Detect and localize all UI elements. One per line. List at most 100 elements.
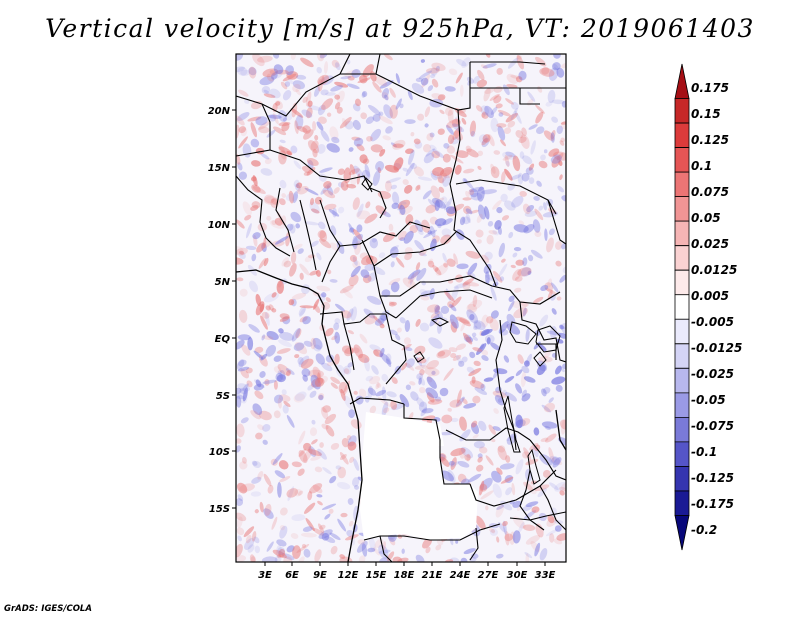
field-blob [245,534,252,544]
field-blob [337,466,347,479]
field-blob [525,535,541,545]
field-blob [296,74,307,80]
field-blob [279,179,287,189]
field-blob [484,206,490,220]
field-blob [253,379,265,388]
field-blob [470,130,476,138]
field-blob [470,422,480,435]
field-blob [430,74,436,79]
field-blob [303,447,313,462]
field-blob [301,543,307,549]
field-blob [547,289,553,300]
field-blob [271,198,279,206]
field-blob [496,467,503,475]
field-blob [510,101,519,110]
field-blob [437,350,446,357]
field-blob [375,161,385,172]
field-blob [326,143,340,153]
field-blob [376,383,382,388]
field-blob [336,482,351,490]
field-blob [284,111,293,121]
field-blob [434,200,440,212]
field-blob [382,541,386,551]
field-blob [335,303,346,312]
field-blob [420,407,428,417]
field-blob [415,184,421,191]
field-blob [264,503,272,516]
field-blob [497,397,504,403]
field-blob [473,325,478,330]
field-blob [369,238,379,249]
field-blob [465,250,481,259]
field-blob [517,172,524,185]
field-blob [269,114,277,122]
field-blob [381,401,389,417]
field-blob [418,377,422,385]
field-blob [417,176,433,181]
field-blob [505,455,511,463]
field-blob [493,150,501,155]
field-blob [244,99,250,104]
field-blob [472,295,478,307]
field-blob [290,533,299,539]
field-blob [266,215,272,221]
field-blob [521,393,531,402]
field-blob [340,388,346,401]
field-blob [468,189,475,196]
colorbar-swatch [674,343,690,369]
field-blob [502,155,513,161]
field-blob [483,263,492,274]
field-blob [507,57,519,69]
field-blob [459,416,467,431]
field-blob [323,203,337,210]
field-blob [289,223,296,234]
field-blob [236,393,245,400]
field-blob [359,252,368,260]
field-blob [427,399,443,405]
field-blob [456,58,467,67]
field-blob [242,383,249,391]
field-blob [378,549,391,554]
field-blob [514,287,522,293]
field-blob [549,533,555,543]
field-blob [504,376,515,383]
field-blob [247,544,255,553]
field-blob [278,548,286,558]
lat-label-20n: 20N [208,106,231,117]
field-blob [515,414,524,429]
field-blob [508,231,514,239]
field-blob [237,334,251,341]
field-blob [254,509,259,514]
field-blob [469,209,480,214]
field-blob [236,516,243,528]
field-blob [506,73,519,84]
field-blob [286,370,292,377]
field-blob [370,144,383,153]
field-blob [261,242,267,252]
field-blob [526,353,533,365]
field-blob [381,386,387,402]
field-blob [492,200,502,210]
field-blob [321,98,334,110]
field-blob [520,134,530,149]
field-blob [315,353,325,365]
field-blob [236,257,244,265]
field-blob [457,473,467,483]
field-blob [313,298,320,310]
lon-label-27e: 27E [478,570,499,581]
field-blob [245,245,257,251]
field-blob [258,257,267,269]
field-blob [477,204,486,220]
field-blob [314,135,319,141]
field-blob [413,166,424,177]
field-blob [371,266,386,275]
field-blob [369,375,381,385]
field-blob [349,254,358,262]
field-blob [502,520,507,535]
field-blob [424,367,440,377]
field-blob [447,109,454,124]
field-blob [238,136,248,149]
field-blob [461,57,471,68]
field-blob [432,265,442,276]
field-blob [480,254,490,263]
